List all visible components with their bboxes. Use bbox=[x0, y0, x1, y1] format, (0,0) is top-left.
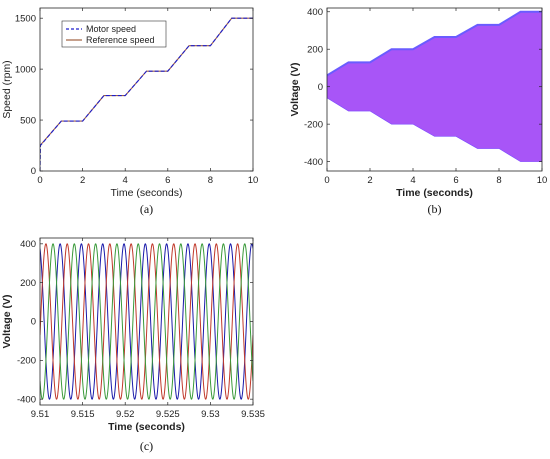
chart-b-x-tick-label: 4 bbox=[410, 175, 415, 186]
chart-c-y-tick-label: -400 bbox=[17, 394, 36, 405]
chart-a-x-tick-label: 0 bbox=[37, 175, 42, 186]
chart-b-plot-area bbox=[327, 10, 542, 162]
chart-c-caption: (c) bbox=[140, 439, 153, 453]
chart-a-y-tick-label: 0 bbox=[31, 166, 36, 177]
chart-a-x-tick-label: 4 bbox=[123, 175, 128, 186]
chart-b-y-axis-label: Voltage (V) bbox=[289, 62, 301, 116]
chart-b-y-tick-label: 0 bbox=[318, 82, 323, 93]
chart-b-x-tick-label: 6 bbox=[453, 175, 458, 186]
chart-c-y-tick-label: -200 bbox=[17, 356, 36, 367]
chart-b-plot-frame bbox=[326, 7, 543, 172]
chart-c-y-tick-label: 200 bbox=[20, 278, 36, 289]
chart-a-x-tick-label: 2 bbox=[80, 175, 85, 186]
chart-a-legend-entry: Motor speed bbox=[86, 24, 136, 34]
chart-b-x-tick-label: 8 bbox=[496, 175, 501, 186]
chart-a-y-tick-label: 500 bbox=[20, 115, 36, 126]
chart-a-y-tick-label: 1500 bbox=[15, 13, 36, 24]
chart-b-y-tick-label: 400 bbox=[307, 7, 323, 18]
chart-b-x-tick-label: 10 bbox=[537, 175, 548, 186]
chart-c-x-tick-label: 9.51 bbox=[31, 409, 50, 420]
chart-a-x-axis-label: Time (seconds) bbox=[111, 187, 183, 199]
chart-c-plot-area bbox=[40, 243, 253, 400]
chart-b-x-tick-label: 2 bbox=[367, 175, 372, 186]
chart-c-y-tick-label: 0 bbox=[31, 317, 36, 328]
chart-c-axes: 9.51 9.515 9.52 9.525 9.53 9.535 -400 -200 0 200 4… bbox=[1, 237, 265, 453]
chart-c-x-tick-label: 9.52 bbox=[116, 409, 135, 420]
chart-a-plot-area bbox=[40, 17, 253, 171]
chart-c-x-tick-label: 9.53 bbox=[201, 409, 220, 420]
chart-b-caption: (b) bbox=[428, 202, 442, 216]
chart-c-x-axis-label: Time (seconds) bbox=[108, 421, 185, 433]
chart-b-voltage-envelope-top-edge bbox=[327, 10, 542, 77]
chart-b-y-tick-label: -400 bbox=[304, 157, 323, 168]
chart-a-legend-entry: Reference speed bbox=[86, 35, 155, 45]
chart-c-y-tick-label: 400 bbox=[20, 239, 36, 250]
chart-b-x-axis-label: Time (seconds) bbox=[396, 187, 473, 199]
chart-b-axes: 0 2 4 6 8 10 -400 -200 0 200 400 Time (seconds) Volt… bbox=[289, 7, 547, 216]
chart-b-y-tick-label: -200 bbox=[304, 119, 323, 130]
chart-a-x-tick-label: 6 bbox=[165, 175, 170, 186]
chart-c-phase-2-line bbox=[40, 243, 253, 400]
chart-c-phase-1-line bbox=[40, 243, 253, 400]
chart-a-y-tick-label: 1000 bbox=[15, 64, 36, 75]
chart-a-y-axis-label: Speed (rpm) bbox=[1, 60, 13, 118]
chart-a-series-motor-speed-line bbox=[40, 17, 253, 171]
chart-b-voltage-envelope-area bbox=[327, 11, 542, 162]
chart-a-caption: (a) bbox=[140, 202, 153, 216]
chart-a-axes: 0 2 4 6 8 10 0 500 1000 1500 Time (seconds) Speed (… bbox=[1, 7, 259, 216]
chart-c-phase-3-line bbox=[40, 243, 253, 400]
chart-a-x-tick-label: 10 bbox=[248, 175, 259, 186]
chart-c-x-tick-label: 9.515 bbox=[71, 409, 95, 420]
chart-b-y-tick-label: 200 bbox=[307, 44, 323, 55]
chart-a-plot-frame bbox=[39, 7, 254, 172]
chart-b-x-tick-label: 0 bbox=[324, 175, 329, 186]
chart-a-legend-box bbox=[61, 20, 167, 48]
chart-a-x-tick-label: 8 bbox=[208, 175, 213, 186]
chart-c-x-tick-label: 9.535 bbox=[241, 409, 265, 420]
chart-c-x-tick-label: 9.525 bbox=[156, 409, 180, 420]
chart-c-y-axis-label: Voltage (V) bbox=[1, 294, 13, 348]
